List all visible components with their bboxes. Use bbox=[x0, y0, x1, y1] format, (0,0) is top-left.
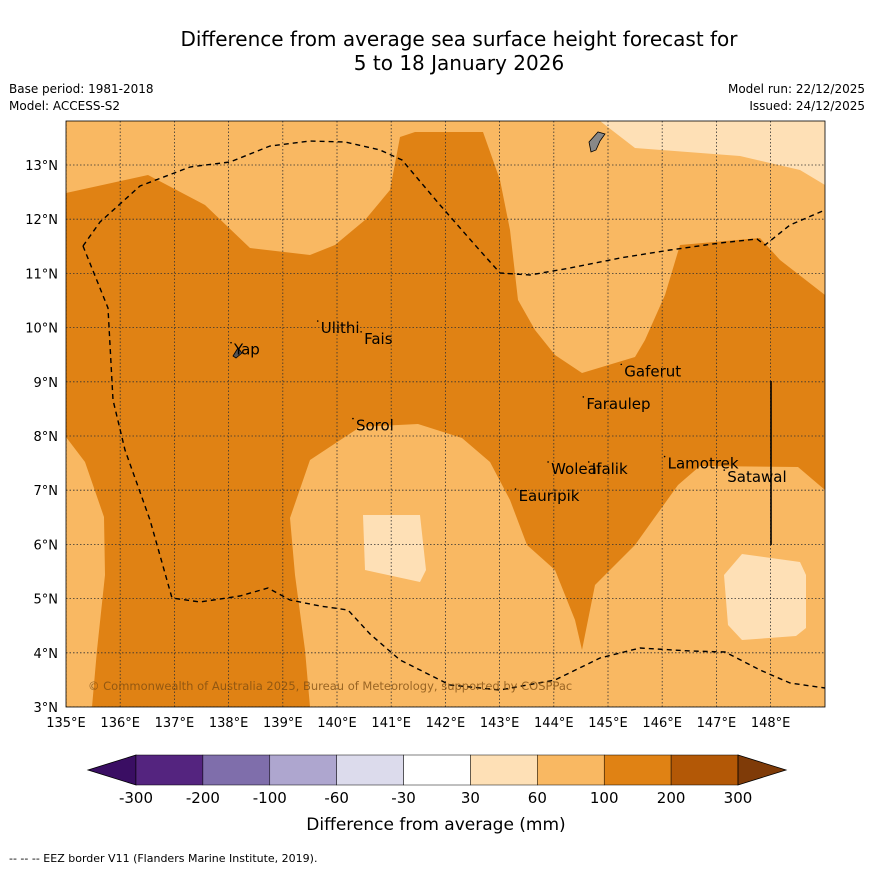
place-label: Woleai bbox=[551, 460, 601, 478]
longitude-axis: 135°E 136°E 137°E 138°E 139°E 140°E 141°E 142°E… bbox=[46, 716, 790, 731]
graticule bbox=[66, 121, 825, 707]
place-marker bbox=[547, 461, 549, 463]
place-marker bbox=[587, 461, 590, 463]
anomaly-field: © Commonwealth of Australia 2025, Bureau… bbox=[66, 121, 825, 707]
lon-tick-label: 137°E bbox=[155, 716, 195, 731]
issued-date: Issued: 24/12/2025 bbox=[749, 99, 865, 113]
lon-tick-label: 140°E bbox=[317, 716, 357, 731]
colorbar-tick-label: -30 bbox=[391, 789, 416, 807]
place-label: Sorol bbox=[356, 417, 394, 435]
lat-tick-label: 11°N bbox=[25, 267, 58, 282]
lon-tick-label: 141°E bbox=[371, 716, 411, 731]
colorbar: -300 -200 -100 -60 -30 30 60 100 200 300 bbox=[86, 754, 788, 807]
lon-tick-label: 144°E bbox=[534, 716, 574, 731]
colorbar-tick-label: -200 bbox=[186, 789, 220, 807]
title-line-1: Difference from average sea surface heig… bbox=[180, 27, 738, 51]
lon-tick-label: 146°E bbox=[642, 716, 682, 731]
lon-tick-label: 142°E bbox=[426, 716, 466, 731]
lat-tick-label: 3°N bbox=[34, 701, 59, 716]
colorbar-tick-label: 200 bbox=[657, 789, 686, 807]
colorbar-tick-label: 100 bbox=[590, 789, 619, 807]
place-marker bbox=[230, 341, 232, 344]
place-marker bbox=[620, 363, 623, 366]
colorbar-tick-label: -60 bbox=[324, 789, 349, 807]
colorbar-extend-high bbox=[737, 754, 788, 786]
lat-tick-label: 7°N bbox=[34, 484, 59, 499]
colorbar-segment bbox=[336, 754, 404, 786]
lon-tick-label: 147°E bbox=[697, 716, 737, 731]
eez-border-west bbox=[82, 245, 825, 691]
place-label: Eauripik bbox=[519, 487, 580, 505]
base-period: Base period: 1981-2018 bbox=[9, 82, 154, 96]
place-label: Satawal bbox=[727, 468, 786, 486]
lon-tick-label: 138°E bbox=[209, 716, 249, 731]
lat-tick-label: 6°N bbox=[34, 538, 59, 553]
region-30-60-east bbox=[724, 554, 806, 640]
latitude-axis: 3°N 4°N 5°N 6°N 7°N 8°N 9°N 10°N 11°N 12°N 13°N bbox=[25, 159, 58, 716]
place-label: Lamotrek bbox=[668, 455, 739, 473]
colorbar-tick-label: 300 bbox=[724, 789, 753, 807]
guam-island bbox=[588, 131, 606, 153]
colorbar-segment bbox=[670, 754, 739, 786]
place-marker bbox=[360, 331, 362, 333]
place-label: Yap bbox=[233, 341, 260, 359]
lat-tick-label: 4°N bbox=[34, 647, 59, 662]
lat-tick-label: 8°N bbox=[34, 430, 59, 445]
place-marker bbox=[723, 469, 726, 471]
model-run: Model run: 22/12/2025 bbox=[727, 82, 865, 96]
lat-tick-label: 13°N bbox=[25, 159, 58, 174]
copyright-notice: © Commonwealth of Australia 2025, Bureau… bbox=[88, 679, 572, 693]
place-marker bbox=[352, 417, 354, 420]
place-label: Gaferut bbox=[624, 362, 681, 380]
place-marker bbox=[582, 396, 585, 398]
lon-tick-label: 136°E bbox=[100, 716, 140, 731]
metadata-left: Base period: 1981-2018 Model: ACCESS-S2 bbox=[9, 81, 154, 115]
metadata-right: Model run: 22/12/2025 Issued: 24/12/2025 bbox=[728, 81, 865, 115]
colorbar-segment bbox=[202, 754, 271, 786]
place-label: Faraulep bbox=[586, 395, 650, 413]
colorbar-extend-low bbox=[86, 754, 137, 786]
colorbar-tick-label: 30 bbox=[461, 789, 480, 807]
place-marker bbox=[663, 455, 666, 458]
footer-note: -- -- -- EEZ border V11 (Flanders Marine… bbox=[9, 852, 318, 865]
eez-border-north bbox=[82, 140, 825, 276]
place-marker bbox=[316, 320, 319, 322]
lon-tick-label: 135°E bbox=[46, 716, 86, 731]
lat-tick-label: 10°N bbox=[25, 322, 58, 337]
lat-tick-label: 9°N bbox=[34, 376, 59, 391]
lon-tick-label: 139°E bbox=[263, 716, 303, 731]
chart-title: Difference from average sea surface heig… bbox=[0, 27, 873, 75]
region-30-60-central bbox=[363, 515, 426, 582]
map-frame bbox=[65, 120, 826, 708]
colorbar-tick-label: -100 bbox=[253, 789, 287, 807]
lat-tick-label: 12°N bbox=[25, 213, 58, 228]
colorbar-tick-label: 60 bbox=[528, 789, 547, 807]
lon-tick-label: 148°E bbox=[751, 716, 791, 731]
colorbar-label: Difference from average (mm) bbox=[306, 815, 565, 835]
colorbar-segment bbox=[403, 754, 471, 786]
eez-borders bbox=[82, 140, 825, 691]
yap-island bbox=[232, 347, 243, 359]
place-label: Ifalik bbox=[592, 460, 628, 478]
colorbar-segment bbox=[537, 754, 605, 786]
lon-tick-label: 145°E bbox=[588, 716, 628, 731]
model-name: Model: ACCESS-S2 bbox=[9, 99, 121, 113]
lat-tick-label: 5°N bbox=[34, 593, 59, 608]
title-line-2: 5 to 18 January 2026 bbox=[353, 51, 565, 75]
colorbar-segment bbox=[603, 754, 672, 786]
colorbar-segment bbox=[269, 754, 337, 786]
lon-tick-label: 143°E bbox=[480, 716, 520, 731]
place-label: Ulithi bbox=[321, 319, 360, 337]
place-marker bbox=[514, 488, 517, 490]
colorbar-segment bbox=[470, 754, 538, 786]
place-label: Fais bbox=[364, 330, 393, 348]
region-30-60-northeast bbox=[600, 121, 825, 185]
colorbar-segment bbox=[135, 754, 204, 786]
colorbar-tick-label: -300 bbox=[119, 789, 153, 807]
